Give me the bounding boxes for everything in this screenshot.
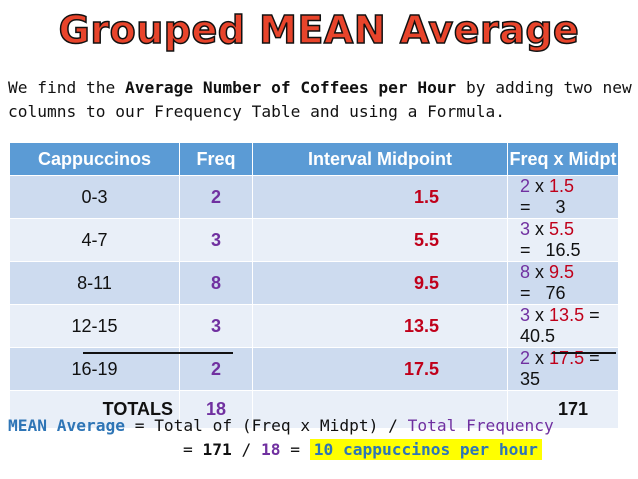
- formula-middle: = Total of (Freq x Midpt) /: [124, 416, 408, 435]
- product-freq: 2: [520, 176, 531, 196]
- interval-cell: 4-7: [10, 218, 180, 262]
- product-times: x: [535, 305, 545, 325]
- product-equals: =: [520, 197, 531, 217]
- product-times: x: [535, 348, 545, 368]
- product-freq: 8: [520, 262, 531, 282]
- product-value: 16.5: [545, 240, 581, 260]
- product-cell: 3 x 5.5 = 16.5: [507, 218, 619, 262]
- totals-freq: 18: [179, 390, 253, 428]
- formula-equals: =: [280, 440, 310, 459]
- intro-bold: Average Number of Coffees per Hour: [124, 78, 457, 97]
- product-freq: 2: [520, 348, 531, 368]
- product-cell: 2 x 1.5 = 3: [507, 175, 619, 219]
- midpoint-cell: 5.5: [252, 218, 508, 262]
- midpoint-cell: 17.5: [252, 347, 508, 391]
- product-midpt: 17.5: [549, 348, 585, 368]
- product-cell: 3 x 13.5 = 40.5: [507, 304, 619, 348]
- formula-total-frequency: Total Frequency: [407, 416, 554, 435]
- totals-product: 171: [507, 390, 619, 428]
- formula-prefix: =: [183, 440, 203, 459]
- product-equals: =: [589, 305, 600, 325]
- header-cappuccinos: Cappuccinos: [10, 143, 180, 176]
- table-header-row: Cappuccinos Freq Interval Midpoint Freq …: [10, 143, 619, 176]
- formula-line1: MEAN Average = Total of (Freq x Midpt) /…: [8, 414, 636, 438]
- product-midpt: 5.5: [549, 219, 575, 239]
- midpoint-cell: 13.5: [252, 304, 508, 348]
- product-times: x: [535, 219, 545, 239]
- product-cell: 2 x 17.5 = 35: [507, 347, 619, 391]
- table-row: 12-15 3 13.5 3 x 13.5 = 40.5: [10, 304, 619, 348]
- product-midpt: 9.5: [549, 262, 575, 282]
- interval-cell: 12-15: [10, 304, 180, 348]
- table-row: 0-3 2 1.5 2 x 1.5 = 3: [10, 175, 619, 219]
- result-highlight: 10 cappuccinos per hour: [309, 439, 542, 460]
- intro-text: We find the Average Number of Coffees pe…: [8, 76, 633, 124]
- product-value: 40.5: [520, 326, 556, 346]
- midpoint-cell: 9.5: [252, 261, 508, 305]
- table-row: 4-7 3 5.5 3 x 5.5 = 16.5: [10, 218, 619, 262]
- freq-cell: 8: [179, 261, 253, 305]
- frequency-table: Cappuccinos Freq Interval Midpoint Freq …: [10, 143, 619, 428]
- product-midpt: 1.5: [549, 176, 575, 196]
- intro-part1: We find the: [8, 78, 125, 97]
- product-freq: 3: [520, 305, 531, 325]
- product-underline: [552, 352, 616, 354]
- header-freq-x-midpt: Freq x Midpt: [507, 143, 619, 176]
- freq-cell: 3: [179, 304, 253, 348]
- mean-formula: MEAN Average = Total of (Freq x Midpt) /…: [8, 414, 636, 462]
- interval-cell: 16-19: [10, 347, 180, 391]
- totals-midpoint-empty: [252, 390, 508, 428]
- formula-line2: = 171 / 18 = 10 cappuccinos per hour: [8, 438, 636, 462]
- freq-underline: [83, 352, 233, 354]
- product-value: 76: [545, 283, 566, 303]
- freq-cell: 2: [179, 175, 253, 219]
- formula-slash: /: [231, 440, 261, 459]
- interval-cell: 8-11: [10, 261, 180, 305]
- intro-part2: by adding two new columns to our Frequen…: [8, 78, 632, 121]
- header-freq: Freq: [179, 143, 253, 176]
- product-value: 3: [555, 197, 566, 217]
- table-row: 16-19 2 17.5 2 x 17.5 = 35: [10, 347, 619, 391]
- midpoint-cell: 1.5: [252, 175, 508, 219]
- table-row: 8-11 8 9.5 8 x 9.5 = 76: [10, 261, 619, 305]
- product-value: 35: [520, 369, 541, 389]
- product-equals: =: [589, 348, 600, 368]
- freq-cell: 2: [179, 347, 253, 391]
- product-equals: =: [520, 240, 531, 260]
- formula-mean-label: MEAN Average: [8, 416, 125, 435]
- freq-cell: 3: [179, 218, 253, 262]
- interval-cell: 0-3: [10, 175, 180, 219]
- header-interval-midpoint: Interval Midpoint: [252, 143, 508, 176]
- totals-row: TOTALS 18 171: [10, 390, 619, 428]
- product-cell: 8 x 9.5 = 76: [507, 261, 619, 305]
- product-times: x: [535, 262, 545, 282]
- formula-freq: 18: [261, 440, 281, 459]
- product-times: x: [535, 176, 545, 196]
- product-freq: 3: [520, 219, 531, 239]
- formula-total: 171: [202, 440, 232, 459]
- totals-label: TOTALS: [10, 390, 180, 428]
- product-equals: =: [520, 283, 531, 303]
- page-title: Grouped MEAN Average: [58, 7, 580, 53]
- product-midpt: 13.5: [549, 305, 585, 325]
